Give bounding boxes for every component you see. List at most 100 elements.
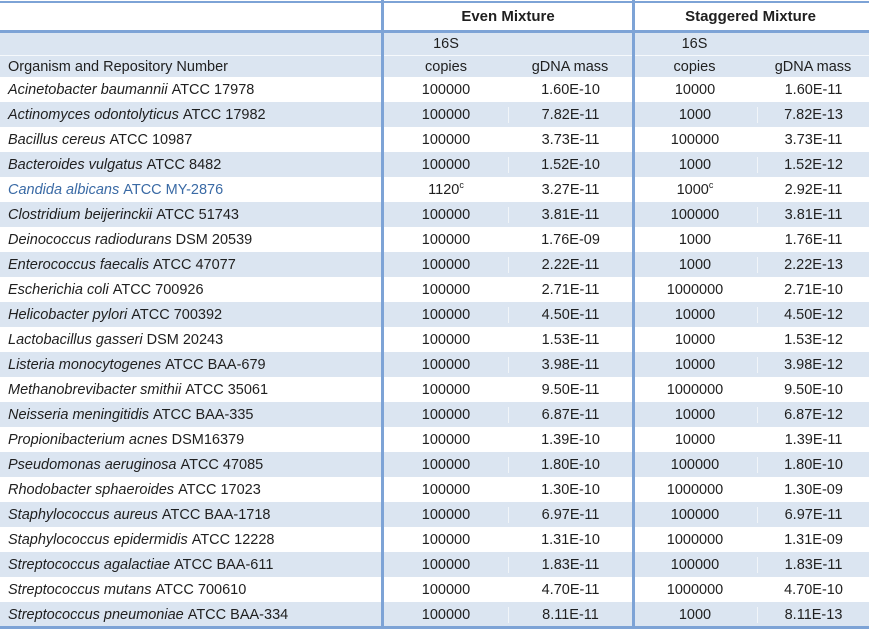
staggered-gdna-mass-cell: 1.60E-11 — [757, 81, 869, 98]
even-16s-copies-cell: 100000 — [421, 456, 471, 473]
staggered-16s-copies-cell: 100000 — [632, 456, 757, 473]
staggered-gdna-mass-cell: 6.87E-12 — [757, 406, 869, 423]
staggered-gdna-mass-cell: 6.97E-11 — [757, 506, 869, 523]
even-gdna-mass-cell: 3.27E-11 — [508, 181, 632, 198]
organism-strain: ATCC 700392 — [131, 306, 223, 323]
table-row: Helicobacter pylori ATCC 700392 100000 4.… — [0, 302, 869, 327]
staggered-16s-copies-cell: 1000 — [632, 106, 757, 123]
staggered-16s-copies-cell: 1000 — [632, 231, 757, 248]
staggered-gdna-mass-cell: 7.82E-13 — [757, 106, 869, 123]
organism-strain: ATCC 700610 — [155, 581, 247, 598]
organism-strain: ATCC BAA-334 — [187, 606, 289, 623]
organism-cell: Streptococcus pneumoniae ATCC BAA-334 — [0, 607, 384, 623]
table-row: Neisseria meningitidis ATCC BAA-335 10000… — [0, 402, 869, 427]
organism-cell: Acinetobacter baumannii ATCC 17978 — [0, 82, 384, 98]
even-16s-copies-cell: 100000 — [421, 81, 471, 98]
table-bottom-border — [0, 626, 869, 629]
header-divider-border — [0, 30, 869, 33]
table-row: Rhodobacter sphaeroides ATCC 17023 100000… — [0, 477, 869, 502]
even-gdna-mass-cell: 2.71E-11 — [508, 281, 632, 298]
table-top-border — [0, 1, 869, 3]
table-row: Methanobrevibacter smithii ATCC 35061 100… — [0, 377, 869, 402]
organism-name: Clostridium beijerinckii — [8, 206, 153, 223]
organism-name: Bacillus cereus — [8, 131, 106, 148]
organism-strain: ATCC 17978 — [171, 81, 255, 98]
even-16s-copies-cell: 100000 — [421, 331, 471, 348]
table-row: Pseudomonas aeruginosa ATCC 47085 100000 … — [0, 452, 869, 477]
table-row: Acinetobacter baumannii ATCC 17978 100000… — [0, 77, 869, 102]
organism-cell: Candida albicans ATCC MY-2876 — [0, 182, 384, 198]
table-row: Staphylococcus aureus ATCC BAA-1718 10000… — [0, 502, 869, 527]
even-gdna-mass-cell: 1.76E-09 — [508, 231, 632, 248]
organism-strain: ATCC 12228 — [191, 531, 275, 548]
even-16s-copies-cell: 100000 — [421, 581, 471, 598]
staggered-16s-copies-cell: 10000 — [632, 331, 757, 348]
staggered-16s-copies-cell: 10000 — [632, 306, 757, 323]
even-16s-copies-cell: 100000 — [421, 231, 471, 248]
organism-strain: ATCC 8482 — [146, 156, 222, 173]
organism-cell: Enterococcus faecalis ATCC 47077 — [0, 257, 384, 273]
staggered-gdna-mass-cell: 1.76E-11 — [757, 231, 869, 248]
staggered-gdna-mass-cell: 9.50E-10 — [757, 381, 869, 398]
even-gdna-header: gDNA mass — [531, 58, 609, 75]
organism-name: Candida albicans — [8, 181, 120, 198]
staggered-gdna-mass-cell: 2.22E-13 — [757, 256, 869, 273]
table-row: Streptococcus pneumoniae ATCC BAA-334 100… — [0, 602, 869, 627]
organism-cell: Escherichia coli ATCC 700926 — [0, 282, 384, 298]
organism-cell: Staphylococcus aureus ATCC BAA-1718 — [0, 507, 384, 523]
staggered-mixture-group-header: Staggered Mixture — [685, 8, 816, 25]
staggered-gdna-mass-cell: 2.71E-10 — [757, 281, 869, 298]
organism-name: Streptococcus agalactiae — [8, 556, 171, 573]
organism-cell: Streptococcus agalactiae ATCC BAA-611 — [0, 557, 384, 573]
even-gdna-mass-cell: 1.83E-11 — [508, 556, 632, 573]
table-row: Lactobacillus gasseri DSM 20243 100000 1.… — [0, 327, 869, 352]
mixture-section-divider — [632, 0, 635, 629]
group-header-row: Even Mixture Staggered Mixture — [0, 3, 869, 30]
staggered-16s-copies-cell: 10000 — [632, 431, 757, 448]
staggered-gdna-mass-cell: 1.53E-12 — [757, 331, 869, 348]
even-mixture-group-header: Even Mixture — [461, 8, 555, 25]
footnote-marker: c — [708, 179, 714, 190]
table-row: Propionibacterium acnes DSM16379 100000 1… — [0, 427, 869, 452]
staggered-16s-copies-cell: 100000 — [632, 556, 757, 573]
even-gdna-mass-cell: 1.31E-10 — [508, 531, 632, 548]
even-gdna-mass-cell: 3.73E-11 — [508, 131, 632, 148]
staggered-16s-copies-cell: 1000000 — [632, 381, 757, 398]
staggered-gdna-mass-cell: 1.80E-10 — [757, 456, 869, 473]
even-16s-copies-cell: 100000 — [421, 531, 471, 548]
even-gdna-mass-cell: 1.60E-10 — [508, 81, 632, 98]
organism-name: Bacteroides vulgatus — [8, 156, 143, 173]
organism-name: Actinomyces odontolyticus — [8, 106, 179, 123]
organism-column-header: Organism and Repository Number — [8, 58, 229, 75]
even-gdna-mass-cell: 2.22E-11 — [508, 256, 632, 273]
organism-strain: ATCC MY-2876 — [123, 181, 224, 198]
staggered-16s-copies-cell: 1000000 — [632, 281, 757, 298]
organism-strain: DSM 20243 — [146, 331, 224, 348]
staggered-gdna-mass-cell: 1.39E-11 — [757, 431, 869, 448]
staggered-gdna-mass-cell: 4.50E-12 — [757, 306, 869, 323]
organism-cell: Propionibacterium acnes DSM16379 — [0, 432, 384, 448]
organism-cell: Bacteroides vulgatus ATCC 8482 — [0, 157, 384, 173]
staggered-gdna-mass-cell: 3.73E-11 — [757, 131, 869, 148]
organism-name: Escherichia coli — [8, 281, 109, 298]
organism-strain: ATCC 35061 — [185, 381, 269, 398]
organism-name: Propionibacterium acnes — [8, 431, 168, 448]
even-16s-copies-cell: 100000 — [421, 606, 471, 623]
organism-cell: Helicobacter pylori ATCC 700392 — [0, 307, 384, 323]
staggered-gdna-mass-cell: 2.92E-11 — [757, 181, 869, 198]
organism-strain: ATCC BAA-611 — [174, 556, 274, 573]
organism-strain: ATCC 10987 — [109, 131, 193, 148]
organism-cell: Clostridium beijerinckii ATCC 51743 — [0, 207, 384, 223]
staggered-16s-copies-cell: 1000c — [632, 179, 757, 198]
organism-cell: Rhodobacter sphaeroides ATCC 17023 — [0, 482, 384, 498]
organism-name: Deinococcus radiodurans — [8, 231, 172, 248]
staggered-16s-copies-cell: 1000 — [632, 256, 757, 273]
footnote-marker: c — [459, 179, 464, 190]
even-gdna-mass-cell: 1.39E-10 — [508, 431, 632, 448]
organism-name: Listeria monocytogenes — [8, 356, 162, 373]
staggered-copies-header: copies — [673, 58, 716, 75]
table-row: Streptococcus mutans ATCC 700610 100000 4… — [0, 577, 869, 602]
table-body: Acinetobacter baumannii ATCC 17978 100000… — [0, 77, 869, 627]
organism-strain: ATCC 51743 — [156, 206, 239, 223]
organism-name: Pseudomonas aeruginosa — [8, 456, 177, 473]
